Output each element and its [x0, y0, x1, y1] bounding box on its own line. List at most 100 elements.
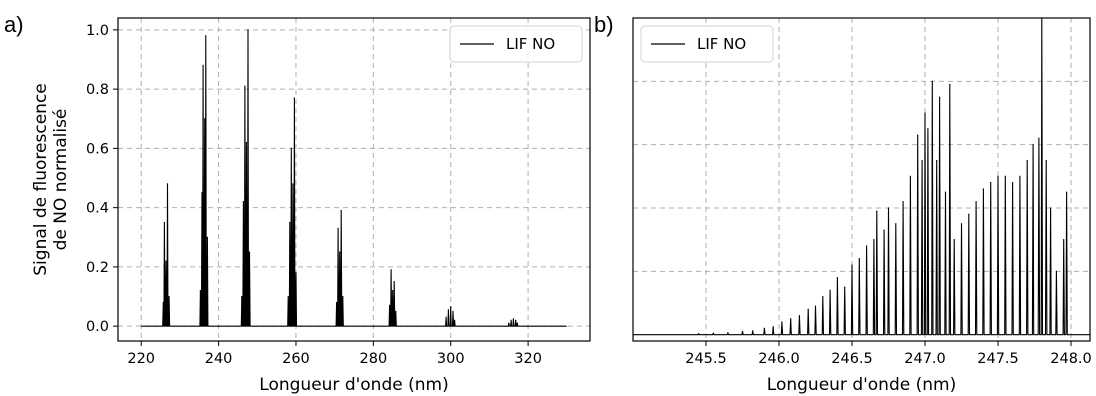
- data-point: [1032, 144, 1034, 146]
- x-tick-label: 247.5: [977, 351, 1019, 367]
- data-point: [516, 322, 518, 324]
- data-point: [392, 290, 394, 292]
- data-point: [199, 290, 201, 292]
- data-point: [168, 296, 170, 298]
- data-point: [450, 306, 452, 308]
- legend-label: LIF NO: [506, 35, 555, 53]
- data-point: [336, 301, 338, 304]
- data-point: [931, 80, 933, 82]
- x-tick-label: 240: [205, 351, 233, 367]
- data-point: [454, 319, 456, 321]
- data-point: [698, 333, 700, 335]
- data-point: [763, 327, 766, 329]
- y-tick-label: 0.0: [86, 319, 109, 335]
- series-line-lif-no: [633, 17, 1090, 336]
- data-point: [975, 201, 977, 203]
- data-point: [873, 239, 875, 241]
- x-tick-label: 246.5: [831, 351, 873, 367]
- y-tick-label: 0.6: [86, 141, 109, 157]
- data-point: [447, 309, 449, 311]
- data-point: [968, 213, 970, 215]
- data-point: [287, 296, 289, 298]
- data-point: [798, 315, 801, 317]
- data-point: [990, 182, 992, 184]
- x-tick-label: 245.5: [685, 351, 727, 367]
- data-point: [936, 159, 938, 162]
- data-point: [292, 183, 294, 185]
- data-point: [201, 192, 203, 194]
- series-line-lif-no: [141, 29, 567, 327]
- grid: [633, 18, 1090, 341]
- data-point: [241, 296, 243, 298]
- data-point: [166, 183, 169, 185]
- data-point: [960, 223, 963, 225]
- data-point: [202, 64, 204, 66]
- y-tick-label: 0.8: [86, 82, 109, 98]
- legend-box: [449, 25, 583, 63]
- data-point: [204, 118, 206, 120]
- data-point: [290, 147, 292, 149]
- data-point: [858, 258, 860, 260]
- data-point: [395, 310, 397, 312]
- data-point: [895, 223, 897, 225]
- x-tick-label: 260: [282, 351, 310, 367]
- data-point: [876, 210, 878, 212]
- x-axis-title: Longueur d'onde (nm): [767, 375, 956, 395]
- data-point: [851, 264, 853, 266]
- data-point: [807, 308, 809, 310]
- panel-a: a) 220 240 260 280 300 320 0.0 0.2 0.4 0.6 0.8 1.0 Lo…: [4, 12, 591, 395]
- legend-label: LIF NO: [697, 35, 746, 53]
- data-point: [390, 269, 392, 271]
- x-tick-label: 280: [360, 351, 388, 367]
- data-point: [883, 229, 885, 231]
- data-point: [1066, 191, 1068, 193]
- data-point: [822, 296, 824, 298]
- legend: LIF NO: [449, 25, 583, 63]
- y-tick-label: 0.4: [86, 201, 109, 217]
- data-point: [887, 207, 890, 209]
- data-point: [1045, 159, 1047, 162]
- x-tick-label: 248.0: [1050, 351, 1092, 367]
- data-point: [389, 304, 391, 306]
- data-point: [165, 260, 167, 262]
- y-axis-title: de NO normalisé: [51, 109, 71, 251]
- data-point: [741, 330, 744, 333]
- data-point: [712, 332, 714, 334]
- x-tick-label: 320: [514, 351, 542, 367]
- data-point: [909, 175, 912, 177]
- y-tick-label: 1.0: [86, 23, 109, 39]
- data-point: [293, 97, 295, 99]
- panel-label: a): [4, 12, 24, 37]
- data-point: [337, 227, 339, 229]
- data-point: [844, 286, 846, 288]
- y-axis-title: Signal de fluorescence: [31, 83, 51, 275]
- data-point: [814, 305, 817, 307]
- data-point: [205, 35, 207, 37]
- data-point: [866, 245, 868, 247]
- y-tick-label: 0.2: [86, 260, 109, 276]
- data-point: [245, 141, 247, 144]
- data-point: [206, 236, 208, 238]
- data-point: [982, 188, 985, 190]
- panel-label: b): [594, 12, 614, 37]
- x-tick-label: 300: [437, 351, 465, 367]
- data-point: [247, 29, 249, 31]
- data-point: [244, 85, 246, 87]
- data-point: [927, 128, 929, 130]
- data-point: [902, 201, 904, 203]
- legend: LIF NO: [640, 25, 774, 63]
- data-point: [1038, 137, 1040, 139]
- x-tick-label: 220: [127, 351, 155, 367]
- data-point: [452, 310, 454, 312]
- data-point: [772, 326, 774, 328]
- axes-frame: [117, 17, 591, 342]
- data-point: [248, 251, 251, 253]
- data-point: [512, 318, 515, 320]
- panel-b: b) 245.5 246.0 246.5 247.0 247.5 248.0 Longueur…: [594, 12, 1092, 395]
- data-point: [1012, 182, 1014, 184]
- data-point: [508, 322, 510, 324]
- data-point: [829, 289, 831, 291]
- x-tick-label: 246.0: [758, 351, 800, 367]
- data-point: [163, 221, 165, 224]
